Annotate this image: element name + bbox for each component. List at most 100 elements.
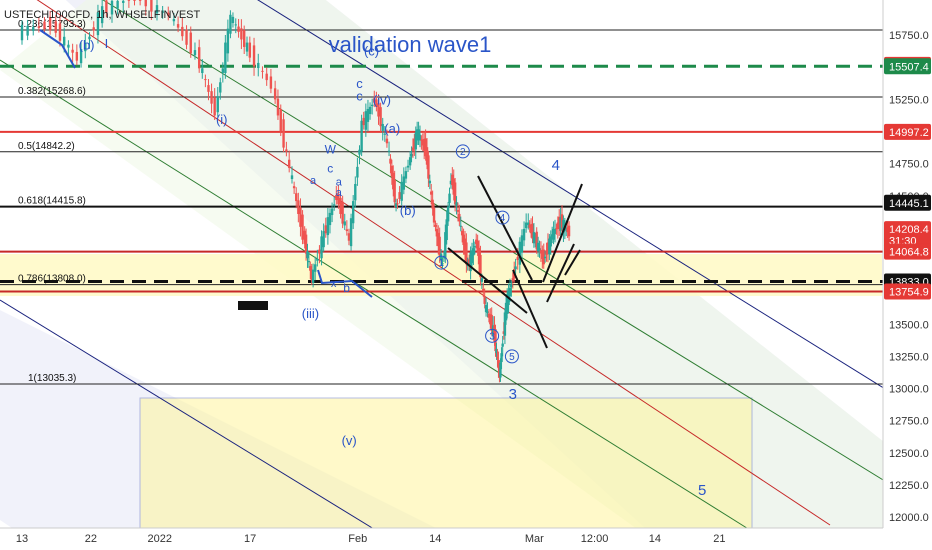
candle-body [420,139,423,141]
wave-label: b [343,281,350,295]
candle-body [484,304,488,313]
candle-body [552,228,555,240]
candle-body [529,224,533,234]
price-tag: 14445.1 [884,194,931,211]
candle-body [459,225,462,227]
candle-body [335,194,338,201]
candle-body [273,88,277,100]
price-tick-label: 13500.0 [889,319,929,331]
candle-body [96,12,100,36]
candle-body [360,120,363,152]
candle-body [489,314,492,325]
wave-label: (i) [216,112,228,127]
target-box[interactable] [139,397,753,529]
candle-body [452,178,455,195]
candle-body [216,96,219,113]
fib-levels: 0.236(15793.3) 0.382(15268.6) 0.5(14842.2)… [0,19,883,385]
candle-body [415,129,419,141]
candle-body [341,201,344,224]
candle-body [229,14,232,34]
candle-body [497,360,500,369]
candle-body [71,49,74,53]
candle-body [297,200,300,214]
candle-body [514,266,517,270]
price-tick-label: 13250.0 [889,351,929,363]
candle-body [518,241,522,265]
candle-body [432,207,436,223]
candle-body [535,231,538,250]
candle-body [418,134,422,141]
candle-body [383,133,387,135]
candle-body [491,325,495,336]
candle-body [555,228,558,230]
candle-body [213,97,216,116]
candle-body [219,82,222,93]
price-axis[interactable]: 15750.015250.014750.014500.013500.013250… [889,30,929,524]
price-tag: 15507.4 [884,58,931,75]
candle-body [310,269,313,281]
candle-body [127,0,131,1]
fib-label-5: 1(13035.3) [28,373,76,384]
candle-body [482,288,485,292]
wave-strokes [39,29,373,298]
candle-body [356,166,359,178]
candle-body [451,174,454,186]
candle-body [473,246,477,248]
candle-body [295,193,298,202]
price-tick-label: 13000.0 [889,384,929,396]
candle-body [441,263,444,265]
candle-body [413,138,416,148]
candle-body [479,254,482,278]
candle-body [318,249,321,254]
candle-body [370,104,374,107]
candle-body [442,256,446,258]
candle-body [92,27,95,31]
candle-body [483,296,486,304]
time-tick-label: 12:00 [581,533,609,545]
candle-body [375,99,378,107]
candle-body [245,42,249,52]
candle-body [456,210,460,212]
candle-body [505,294,509,314]
candle-body [486,311,489,313]
time-axis-bg [0,528,932,550]
candle-body [26,25,29,36]
candle-body [316,258,319,261]
candle-body [427,155,430,179]
candle-body [449,180,453,185]
candle-body [548,238,551,255]
time-axis[interactable]: 13 22 2022 17 Feb 14 Mar 12:00 14 21 [16,533,726,545]
candle-body [424,138,427,157]
circled-wave-label: 5 [509,352,515,363]
candle-body [414,132,417,150]
wave-label: a [336,176,343,188]
wave-label: (b) [79,37,95,52]
time-tick-label: 22 [85,533,97,545]
circled-wave-ring [434,255,449,270]
price-tag: 13754.9 [884,283,931,300]
candle-body [566,227,569,233]
candle-body [463,238,467,255]
svg-text:15507.4: 15507.4 [889,61,929,73]
candle-body [133,0,136,1]
candle-body [453,182,457,205]
time-tick-label: 13 [16,533,28,545]
candle-body [116,0,119,9]
candle-body [328,212,332,226]
candle-body [438,236,441,256]
candle-body [522,228,526,241]
candle-body [332,204,336,206]
candle-body [536,242,540,252]
wave-label: I [105,36,109,51]
candle-body [299,207,302,227]
candle-body [458,213,461,222]
price-tick-label: 14750.0 [889,159,929,171]
fib-label-3: 0.618(14415.8) [18,196,86,207]
candle-body [532,232,536,244]
candle-body [524,222,528,229]
drawn-trendlines[interactable] [447,175,583,349]
candle-body [539,250,543,254]
price-tick-label: 12250.0 [889,480,929,492]
time-tick-label: 2022 [148,533,172,545]
